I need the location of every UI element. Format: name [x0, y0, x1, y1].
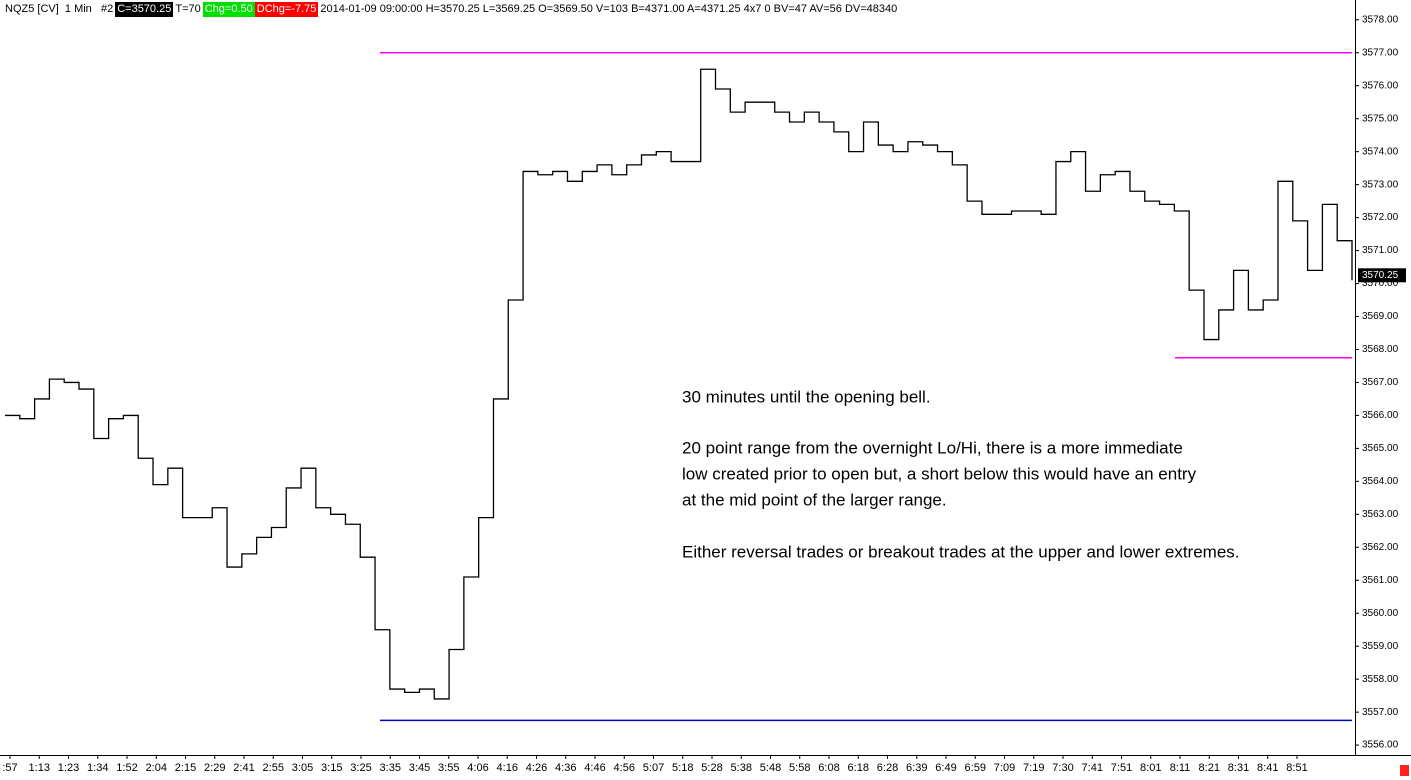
- x-tick-label: 6:18: [848, 762, 869, 774]
- y-tick-label: 3578.00: [1362, 14, 1399, 25]
- y-tick-label: 3577.00: [1362, 47, 1399, 58]
- header-item: 2014-01-09 09:00:00 H=3570.25 L=3569.25 …: [320, 3, 898, 15]
- x-tick-label: 1:52: [116, 762, 137, 774]
- header: NQZ5 [CV] 1 Min #2 C=3570.25 T=70 Chg=0.50 D…: [3, 2, 899, 17]
- x-tick-label: 5:48: [760, 762, 781, 774]
- annotation: 20 point range from the overnight Lo/Hi,…: [682, 438, 1183, 457]
- y-tick-label: 3568.00: [1362, 344, 1399, 355]
- x-tick-label: 2:55: [263, 762, 284, 774]
- x-tick-label: 6:08: [818, 762, 839, 774]
- x-tick-label: 8:21: [1199, 762, 1220, 774]
- y-tick-label: 3569.00: [1362, 311, 1399, 322]
- x-tick-label: 8:51: [1286, 762, 1307, 774]
- x-tick-label: 5:18: [672, 762, 693, 774]
- x-tick-label: 2:15: [175, 762, 196, 774]
- header-item: Chg=0.50: [202, 2, 255, 17]
- y-tick-label: 3570.00: [1362, 278, 1399, 289]
- x-tick-label: 5:38: [731, 762, 752, 774]
- y-tick-label: 3565.00: [1362, 443, 1399, 454]
- x-tick-label: 2:04: [146, 762, 167, 774]
- x-tick-label: 5:28: [701, 762, 722, 774]
- x-tick-label: 7:19: [1023, 762, 1044, 774]
- x-tick-label: :57: [2, 762, 17, 774]
- annotation: 30 minutes until the opening bell.: [682, 387, 931, 406]
- annotation: at the mid point of the larger range.: [682, 490, 947, 509]
- y-tick-label: 3559.00: [1362, 641, 1399, 652]
- x-tick-label: 5:07: [643, 762, 664, 774]
- y-tick-label: 3576.00: [1362, 80, 1399, 91]
- y-tick-label: 3562.00: [1362, 542, 1399, 553]
- x-tick-label: 8:41: [1257, 762, 1278, 774]
- last-price-label: 3570.25: [1362, 270, 1399, 281]
- x-tick-label: 6:28: [877, 762, 898, 774]
- y-tick-label: 3572.00: [1362, 212, 1399, 223]
- x-tick-label: 3:05: [292, 762, 313, 774]
- x-tick-label: 8:31: [1228, 762, 1249, 774]
- y-tick-label: 3560.00: [1362, 608, 1399, 619]
- x-tick-label: 3:45: [409, 762, 430, 774]
- x-tick-label: 3:15: [321, 762, 342, 774]
- y-tick-label: 3563.00: [1362, 509, 1399, 520]
- price-line: [5, 68, 1353, 700]
- y-tick-label: 3561.00: [1362, 575, 1399, 586]
- x-tick-label: 1:23: [58, 762, 79, 774]
- x-tick-label: 2:41: [233, 762, 254, 774]
- x-tick-label: 5:58: [789, 762, 810, 774]
- x-tick-label: 6:49: [935, 762, 956, 774]
- y-tick-label: 3564.00: [1362, 476, 1399, 487]
- annotation: Either reversal trades or breakout trade…: [682, 542, 1240, 561]
- y-tick-label: 3556.00: [1362, 740, 1399, 751]
- x-tick-label: 4:56: [614, 762, 635, 774]
- x-tick-label: 1:34: [87, 762, 108, 774]
- x-tick-label: 4:16: [497, 762, 518, 774]
- x-tick-label: 4:46: [584, 762, 605, 774]
- y-tick-label: 3558.00: [1362, 674, 1399, 685]
- y-tick-label: 3571.00: [1362, 245, 1399, 256]
- header-item: C=3570.25: [115, 2, 174, 17]
- x-tick-label: 6:59: [965, 762, 986, 774]
- last-price-box: [1358, 268, 1406, 283]
- x-tick-label: 2:29: [204, 762, 225, 774]
- x-tick-label: 8:01: [1140, 762, 1161, 774]
- corner-icon: [1400, 765, 1409, 776]
- x-tick-label: 3:35: [380, 762, 401, 774]
- x-tick-label: 7:41: [1082, 762, 1103, 774]
- header-item: T=70: [175, 3, 201, 15]
- x-tick-label: 3:55: [438, 762, 459, 774]
- y-tick-label: 3574.00: [1362, 146, 1399, 157]
- x-tick-label: 4:26: [526, 762, 547, 774]
- x-tick-label: 7:51: [1111, 762, 1132, 774]
- header-item: NQZ5 [CV] 1 Min #2: [5, 3, 114, 15]
- y-tick-label: 3566.00: [1362, 410, 1399, 421]
- price-axis: [1355, 0, 1411, 780]
- x-tick-label: 4:36: [555, 762, 576, 774]
- header-item: DChg=-7.75: [254, 2, 319, 17]
- y-tick-label: 3567.00: [1362, 377, 1399, 388]
- x-tick-label: 3:25: [350, 762, 371, 774]
- x-tick-label: 8:11: [1170, 762, 1191, 774]
- x-tick-label: 7:30: [1052, 762, 1073, 774]
- x-tick-label: 6:39: [906, 762, 927, 774]
- y-tick-label: 3557.00: [1362, 707, 1399, 718]
- annotation: low created prior to open but, a short b…: [682, 464, 1197, 483]
- x-tick-label: 7:09: [994, 762, 1015, 774]
- y-tick-label: 3573.00: [1362, 179, 1399, 190]
- x-tick-label: 1:13: [29, 762, 50, 774]
- x-tick-label: 4:06: [467, 762, 488, 774]
- y-tick-label: 3575.00: [1362, 113, 1399, 124]
